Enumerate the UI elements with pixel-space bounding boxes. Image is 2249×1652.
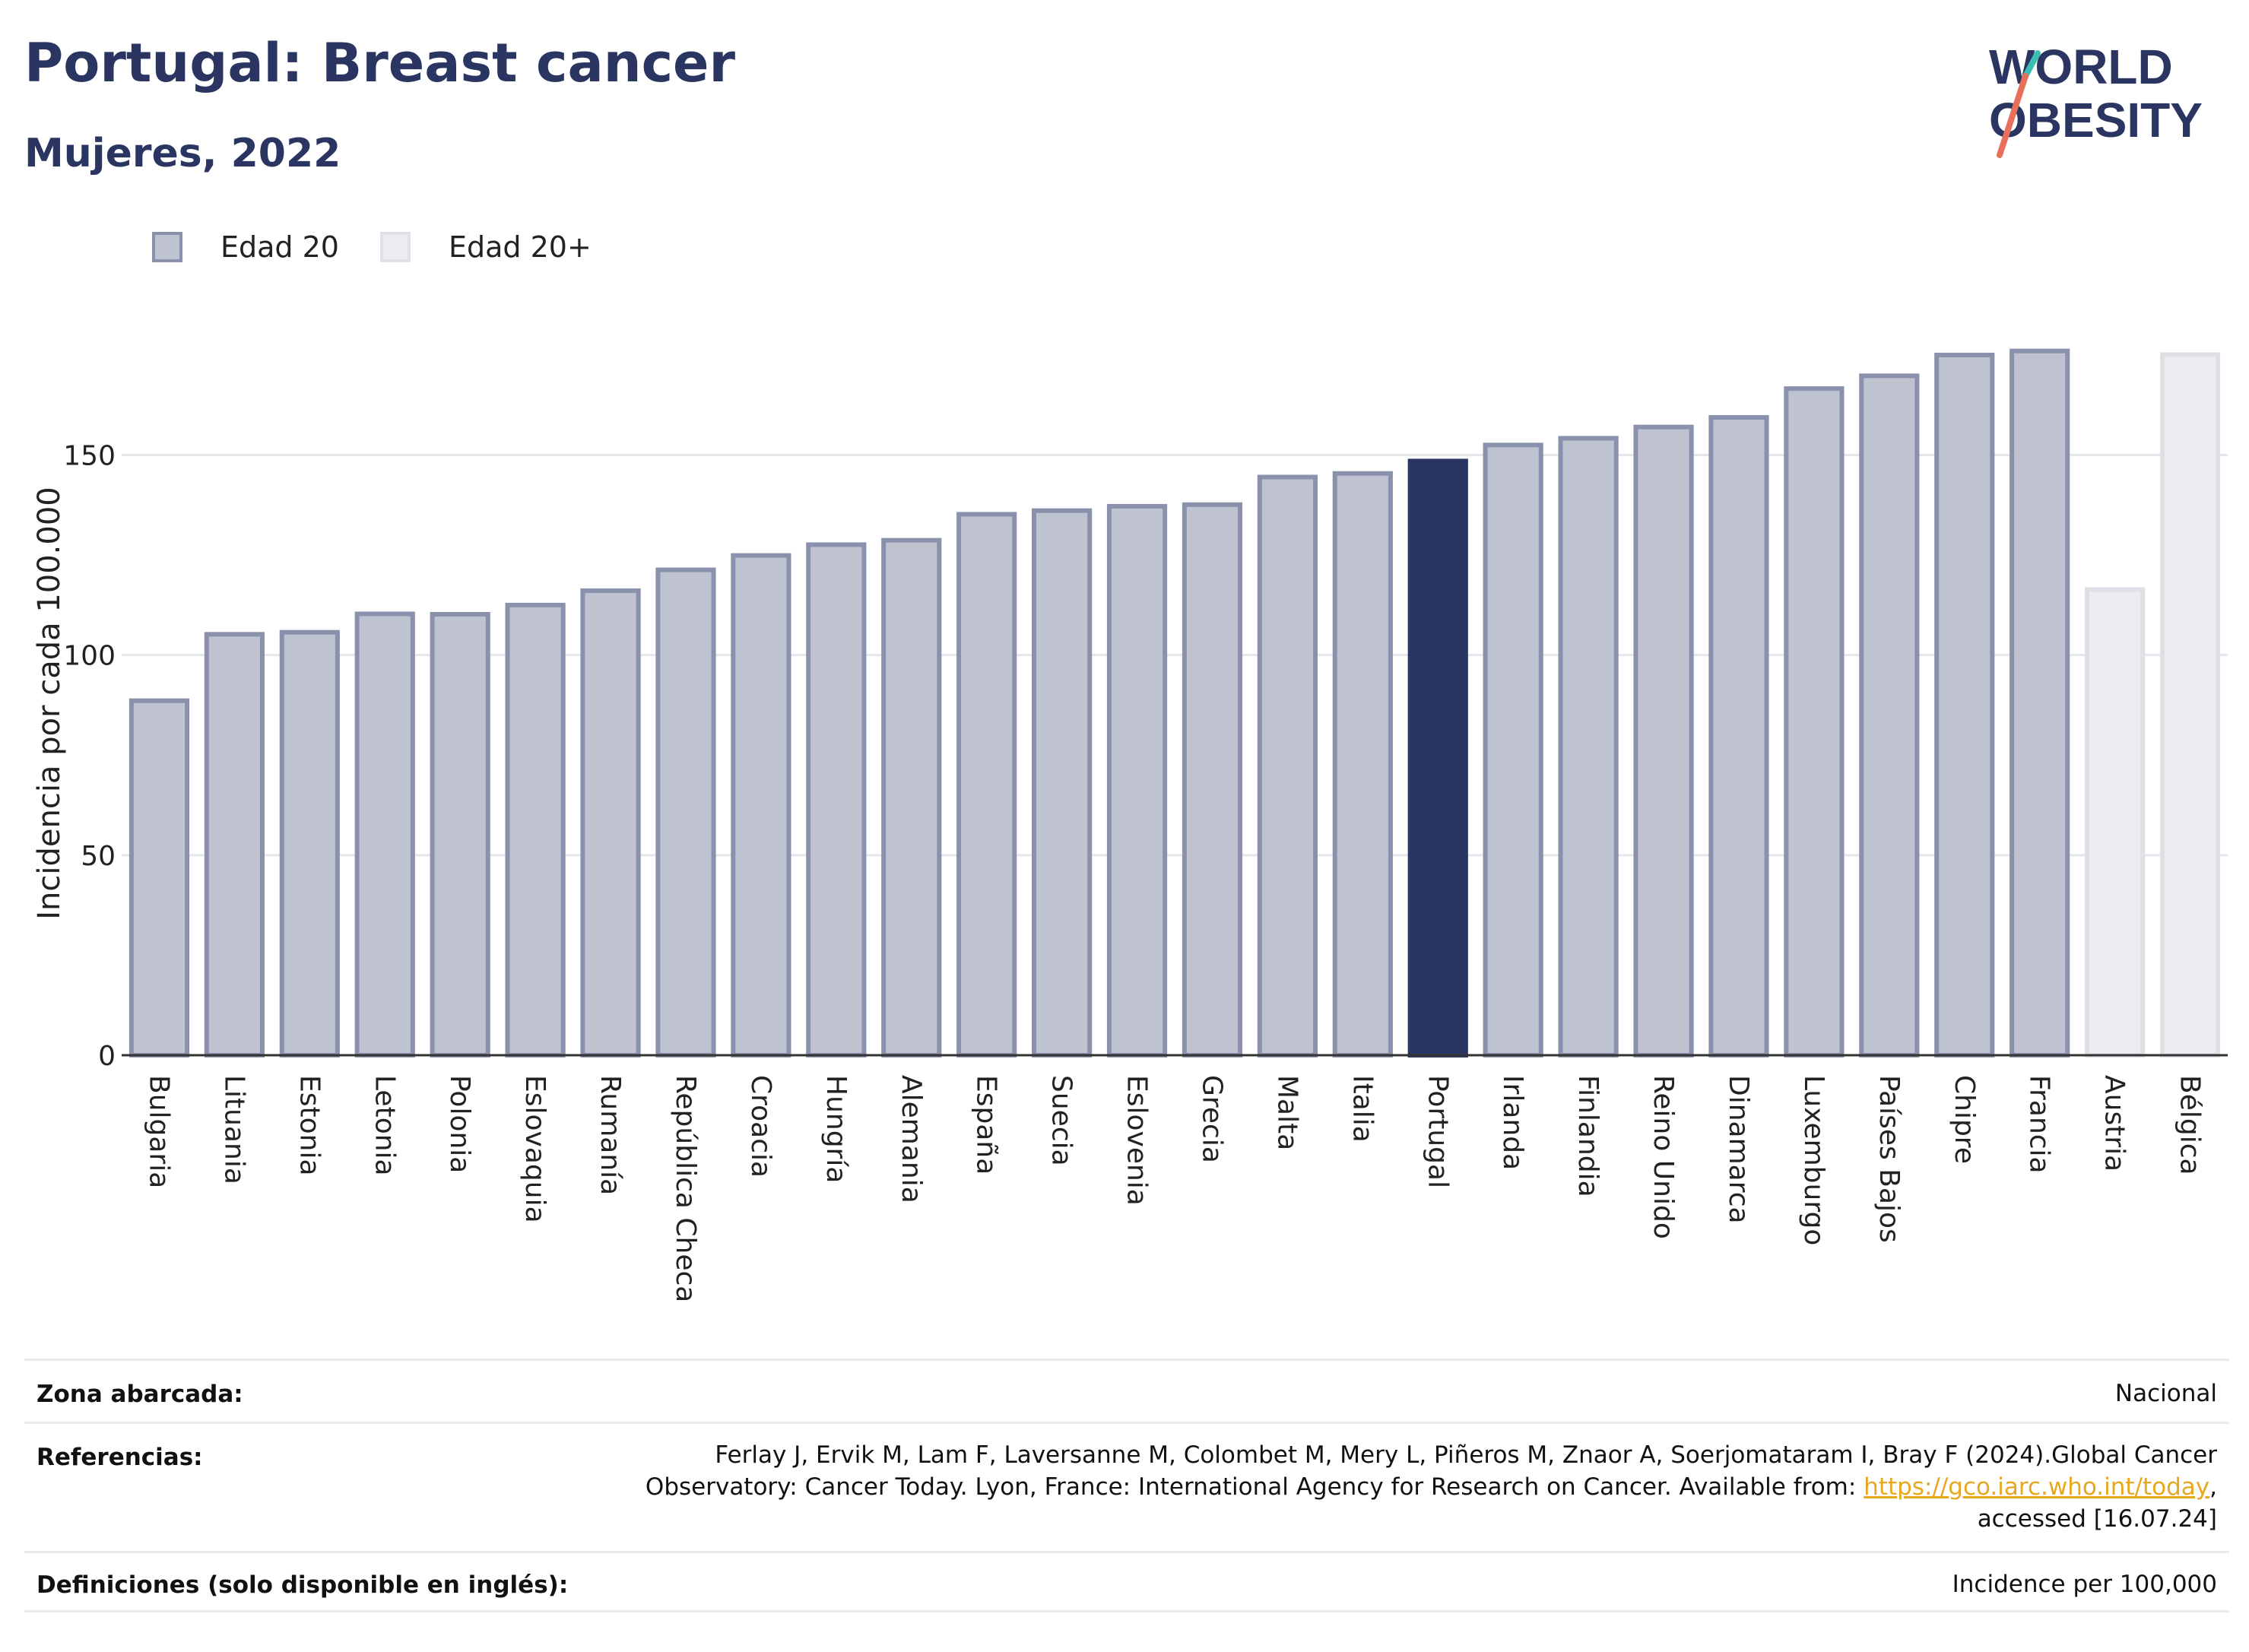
bar[interactable] xyxy=(1407,458,1468,1057)
x-tick-label: Finlandia xyxy=(1572,1075,1603,1197)
page-subtitle: Mujeres, 2022 xyxy=(24,131,341,176)
bar[interactable] xyxy=(655,567,716,1057)
bar[interactable] xyxy=(881,537,942,1057)
bar[interactable] xyxy=(1708,415,1769,1057)
logo-text-obesity: OBESITY xyxy=(1989,93,2203,147)
meta-row-referencias: Referencias: Ferlay J, Ervik M, Lam F, L… xyxy=(24,1422,2229,1551)
y-tick-label: 150 xyxy=(63,441,116,472)
logo-slash-teal xyxy=(2022,50,2041,79)
x-tick-label: Chipre xyxy=(1949,1075,1980,1164)
meta-row-zona: Zona abarcada: Nacional xyxy=(24,1359,2229,1422)
x-tick-label: Italia xyxy=(1347,1075,1378,1143)
x-tick-label: Austria xyxy=(2099,1075,2130,1172)
x-tick-label: Luxemburgo xyxy=(1798,1075,1829,1245)
y-tick-label: 50 xyxy=(81,841,116,872)
bar[interactable] xyxy=(806,542,867,1057)
y-tick-label: 100 xyxy=(63,641,116,672)
bar[interactable] xyxy=(1859,373,1920,1057)
bar[interactable] xyxy=(430,612,490,1057)
bar[interactable] xyxy=(128,698,190,1057)
x-tick-label: Alemania xyxy=(896,1075,927,1203)
x-tick-label: Polonia xyxy=(444,1075,475,1173)
x-tick-label: Dinamarca xyxy=(1723,1075,1754,1224)
chart-legend: Edad 20 Edad 20+ xyxy=(152,224,633,270)
x-tick-label: España xyxy=(971,1075,1002,1175)
x-tick-label: Grecia xyxy=(1196,1075,1227,1163)
x-tick-label: Francia xyxy=(2024,1075,2055,1174)
zona-value: Nacional xyxy=(2114,1380,2217,1407)
ref-line-2-post: , xyxy=(2209,1473,2217,1501)
bars xyxy=(122,348,2228,1057)
ref-line-1: Ferlay J, Ervik M, Lam F, Laversanne M, … xyxy=(715,1441,2217,1469)
page-title: Portugal: Breast cancer xyxy=(24,32,736,94)
ref-link[interactable]: https://gco.iarc.who.int/today xyxy=(1864,1473,2210,1501)
y-tick-label: 0 xyxy=(98,1041,116,1072)
legend-item-edad-20[interactable]: Edad 20 xyxy=(152,230,339,264)
x-tick-label: Bélgica xyxy=(2174,1075,2206,1175)
x-tick-label: Rumanía xyxy=(595,1075,626,1195)
bar[interactable] xyxy=(1633,424,1694,1057)
bar[interactable] xyxy=(1483,442,1543,1057)
bar[interactable] xyxy=(580,588,641,1057)
bar[interactable] xyxy=(1784,386,1845,1057)
bar-chart: 0 50 100 150 Bulgaria Lituania Estonia Letonia… xyxy=(32,348,2228,1302)
bar[interactable] xyxy=(279,629,340,1057)
x-tick-labels: Bulgaria Lituania Estonia Letonia Polonia Esl… xyxy=(143,1075,2205,1302)
x-tick-label: Portugal xyxy=(1422,1075,1453,1188)
y-tick-labels: 0 50 100 150 xyxy=(63,441,116,1072)
ref-line-2-text: Observatory: Cancer Today. Lyon, France:… xyxy=(645,1473,1864,1501)
x-tick-label: Hungría xyxy=(820,1075,852,1183)
x-tick-label: Reino Unido xyxy=(1648,1075,1679,1239)
x-tick-label: Estonia xyxy=(293,1075,325,1176)
definiciones-value: Incidence per 100,000 xyxy=(1952,1571,2217,1598)
x-tick-label: Irlanda xyxy=(1497,1075,1528,1170)
bar[interactable] xyxy=(2010,348,2070,1057)
legend-item-edad-20-plus[interactable]: Edad 20+ xyxy=(379,230,592,264)
bar[interactable] xyxy=(2085,587,2146,1057)
bar[interactable] xyxy=(956,512,1017,1057)
ref-line-2: Observatory: Cancer Today. Lyon, France:… xyxy=(646,1471,2217,1503)
x-tick-label: Suecia xyxy=(1046,1075,1077,1166)
meta-divider xyxy=(24,1610,2229,1612)
definiciones-label: Definiciones (solo disponible en inglés)… xyxy=(36,1571,569,1599)
bar[interactable] xyxy=(1558,436,1619,1057)
y-axis-label: Incidencia por cada 100.000 xyxy=(32,487,67,920)
bar[interactable] xyxy=(505,602,566,1057)
legend-swatch-edad-20-plus xyxy=(379,232,411,262)
logo-slash-coral xyxy=(1997,73,2029,158)
x-tick-label: República Checa xyxy=(670,1075,701,1302)
x-tick-label: Bulgaria xyxy=(143,1075,174,1188)
legend-swatch-edad-20 xyxy=(152,232,182,262)
zona-label: Zona abarcada: xyxy=(36,1381,243,1408)
bar[interactable] xyxy=(354,611,415,1057)
bar[interactable] xyxy=(1332,471,1393,1057)
ref-line-3: accessed [16.07.24] xyxy=(1977,1505,2217,1533)
legend-label: Edad 20+ xyxy=(448,230,592,264)
x-tick-label: Malta xyxy=(1271,1075,1302,1150)
x-tick-label: Eslovaquia xyxy=(519,1075,550,1223)
referencias-label: Referencias: xyxy=(36,1444,203,1471)
x-tick-label: Croacia xyxy=(745,1075,776,1178)
x-tick-label: Letonia xyxy=(369,1075,400,1176)
bar[interactable] xyxy=(1106,503,1168,1057)
bar[interactable] xyxy=(204,632,265,1057)
meta-row-definiciones: Definiciones (solo disponible en inglés)… xyxy=(24,1551,2229,1610)
legend-label: Edad 20 xyxy=(220,230,339,264)
bar[interactable] xyxy=(2159,352,2221,1057)
bar[interactable] xyxy=(1182,502,1243,1057)
world-obesity-logo: WORLD OBESITY xyxy=(1989,40,2203,158)
x-tick-label: Lituania xyxy=(218,1075,249,1184)
bar[interactable] xyxy=(731,553,791,1057)
bar[interactable] xyxy=(1032,508,1093,1057)
bar[interactable] xyxy=(1934,352,1995,1057)
referencias-value: Ferlay J, Ervik M, Lam F, Laversanne M, … xyxy=(646,1439,2217,1535)
bar[interactable] xyxy=(1257,474,1318,1057)
x-tick-label: Países Bajos xyxy=(1873,1075,1905,1243)
x-tick-label: Eslovenia xyxy=(1121,1075,1153,1206)
